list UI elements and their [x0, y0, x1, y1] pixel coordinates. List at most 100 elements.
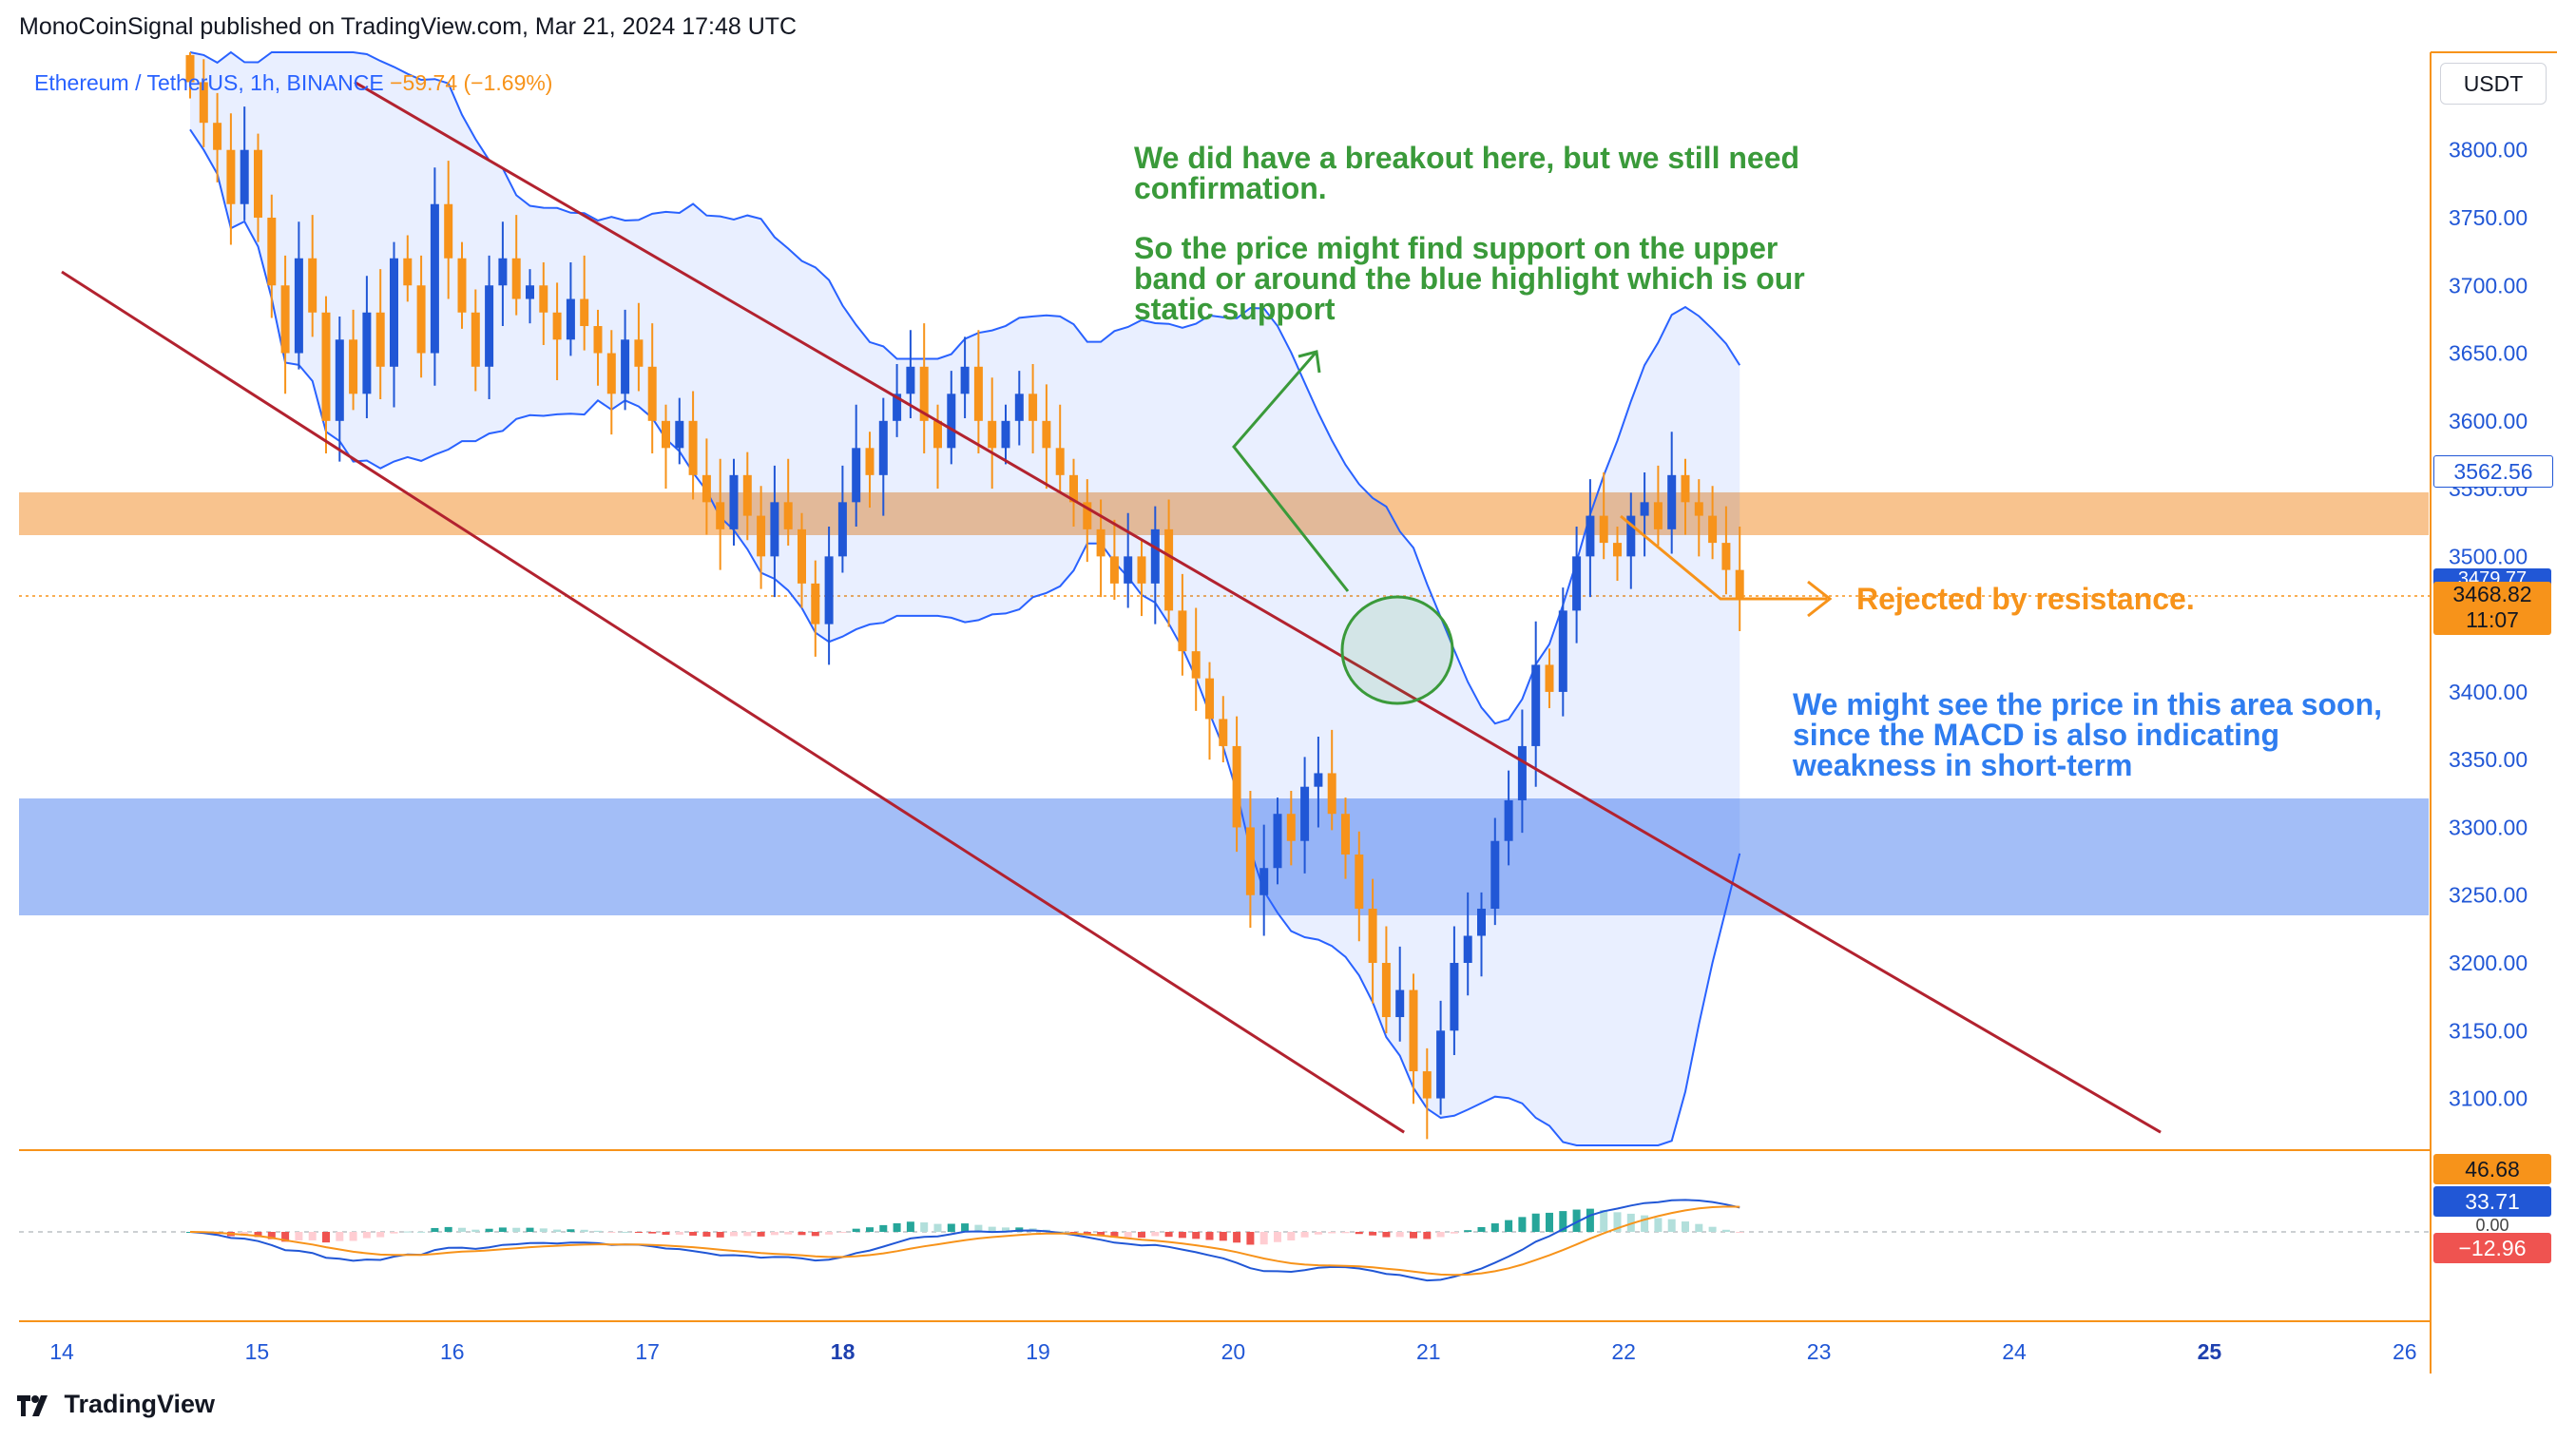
candle-body[interactable] [1708, 515, 1718, 544]
candle-body[interactable] [1109, 556, 1119, 584]
candle-body[interactable] [811, 583, 820, 624]
candle-body[interactable] [1667, 474, 1677, 529]
candle-body[interactable] [1586, 515, 1595, 557]
candle-body[interactable] [1327, 773, 1336, 815]
candle-body[interactable] [634, 339, 644, 367]
candle-body[interactable] [226, 149, 236, 204]
candle-body[interactable] [770, 502, 779, 557]
candle-body[interactable] [702, 474, 711, 503]
candle-body[interactable] [1083, 502, 1092, 529]
candle-body[interactable] [457, 258, 467, 313]
candle-body[interactable] [662, 420, 670, 449]
candle-body[interactable] [1640, 502, 1649, 516]
candle-body[interactable] [757, 515, 766, 557]
candle-body[interactable] [539, 285, 548, 313]
candle-body[interactable] [1273, 814, 1282, 869]
candle-body[interactable] [729, 474, 739, 529]
candle-body[interactable] [1545, 664, 1554, 692]
candle-body[interactable] [1341, 814, 1350, 855]
candle-body[interactable] [1205, 678, 1214, 720]
candle-body[interactable] [1409, 989, 1418, 1072]
candle-body[interactable] [416, 285, 426, 354]
candle-body[interactable] [1191, 651, 1201, 679]
candle-body[interactable] [865, 448, 875, 475]
candle-body[interactable] [1599, 515, 1608, 544]
candle-body[interactable] [511, 258, 521, 299]
candle-body[interactable] [1028, 394, 1038, 421]
candle-body[interactable] [893, 394, 902, 421]
candle-body[interactable] [1694, 502, 1703, 516]
candle-body[interactable] [933, 420, 942, 449]
candle-body[interactable] [1124, 556, 1133, 584]
candle-body[interactable] [1137, 556, 1146, 584]
symbol-name[interactable]: Ethereum / TetherUS, 1h, BINANCE [34, 70, 384, 95]
candle-body[interactable] [240, 149, 249, 204]
candle-body[interactable] [1164, 528, 1174, 611]
candle-body[interactable] [1259, 868, 1269, 895]
candle-body[interactable] [1436, 1030, 1446, 1099]
candle-body[interactable] [566, 298, 575, 340]
candle-body[interactable] [1150, 528, 1160, 584]
candle-body[interactable] [1463, 935, 1472, 964]
candle-body[interactable] [1531, 664, 1541, 746]
candle-body[interactable] [294, 258, 303, 354]
candle-body[interactable] [1681, 474, 1690, 503]
candle-body[interactable] [1219, 719, 1228, 746]
candle-body[interactable] [267, 217, 277, 286]
candle-body[interactable] [526, 285, 534, 299]
candle-body[interactable] [688, 420, 698, 475]
candle-body[interactable] [783, 502, 793, 529]
candle-body[interactable] [1477, 908, 1486, 936]
channel-resistance-line[interactable] [354, 81, 2162, 1134]
candle-body[interactable] [1450, 963, 1459, 1031]
candle-body[interactable] [1178, 610, 1187, 652]
candle-body[interactable] [1314, 773, 1323, 787]
candle-body[interactable] [1422, 1071, 1432, 1099]
candle-body[interactable] [485, 285, 494, 367]
candle-body[interactable] [1300, 786, 1310, 841]
candle-body[interactable] [824, 556, 834, 624]
candle-body[interactable] [375, 312, 385, 367]
candle-body[interactable] [798, 528, 806, 584]
candle-body[interactable] [403, 258, 413, 286]
candle-body[interactable] [1613, 543, 1622, 557]
candle-body[interactable] [185, 54, 195, 83]
candle-body[interactable] [1368, 908, 1377, 964]
candle-body[interactable] [335, 339, 344, 421]
candle-body[interactable] [716, 502, 725, 529]
candle-body[interactable] [1653, 502, 1663, 529]
candle-body[interactable] [280, 285, 290, 354]
tradingview-footer[interactable]: TradingView [17, 1390, 215, 1419]
candle-body[interactable] [580, 298, 589, 327]
candle-body[interactable] [1069, 474, 1078, 503]
candle-body[interactable] [1232, 745, 1241, 828]
candle-body[interactable] [1001, 420, 1010, 449]
candle-body[interactable] [878, 420, 888, 475]
candle-body[interactable] [621, 339, 630, 394]
candle-body[interactable] [606, 353, 616, 394]
candle-body[interactable] [973, 366, 983, 421]
candle-body[interactable] [1517, 745, 1527, 800]
candle-body[interactable] [1504, 799, 1513, 841]
candle-body[interactable] [852, 448, 861, 503]
candle-body[interactable] [1735, 569, 1744, 599]
candle-body[interactable] [254, 149, 262, 218]
candle-body[interactable] [199, 82, 208, 124]
candle-body[interactable] [1245, 827, 1255, 895]
candle-body[interactable] [988, 420, 997, 449]
candle-body[interactable] [593, 326, 603, 354]
candle-body[interactable] [213, 123, 222, 150]
candle-body[interactable] [1381, 963, 1391, 1018]
candle-body[interactable] [321, 312, 331, 421]
candle-body[interactable] [960, 366, 970, 394]
candle-body[interactable] [1395, 989, 1405, 1018]
candle-body[interactable] [1572, 556, 1582, 611]
candle-body[interactable] [471, 312, 480, 367]
candle-body[interactable] [1558, 610, 1567, 692]
candle-body[interactable] [1042, 420, 1051, 449]
candle-body[interactable] [919, 366, 929, 421]
candle-body[interactable] [742, 474, 752, 516]
candle-body[interactable] [906, 366, 915, 394]
channel-support-line[interactable] [61, 270, 1405, 1134]
